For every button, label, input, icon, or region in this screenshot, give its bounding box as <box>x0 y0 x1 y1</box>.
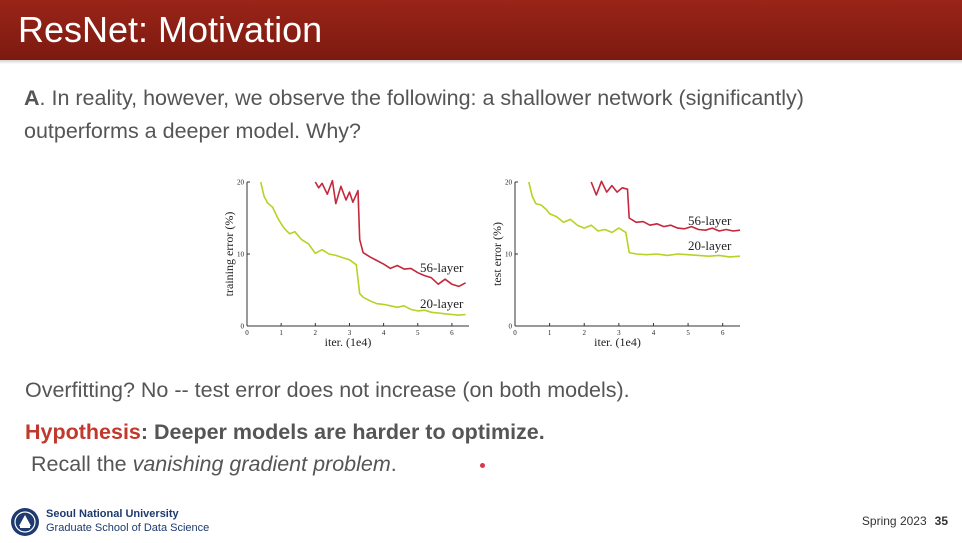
series-label-20-layer: 20-layer <box>420 296 464 311</box>
recall-prefix: Recall the <box>31 452 133 476</box>
x-tick-label: 1 <box>279 329 283 337</box>
title-shadow <box>0 60 962 64</box>
y-tick-label: 20 <box>237 179 245 187</box>
series-line-20-layer <box>528 181 741 258</box>
x-tick-label: 5 <box>416 329 420 337</box>
hypothesis-statement: : Deeper models are harder to optimize. <box>140 420 545 444</box>
training-error-chart: 0 1 2 3 4 5 6 0 10 20 iter. (1e4) training error (%… <box>222 179 469 349</box>
x-tick-label: 3 <box>617 329 621 337</box>
x-tick-label: 2 <box>314 329 318 337</box>
y-tick-label: 0 <box>509 323 513 331</box>
x-tick-label: 3 <box>348 329 352 337</box>
slide-title: ResNet: Motivation <box>18 9 323 50</box>
series-line-56-layer <box>590 180 741 232</box>
y-tick-label: 20 <box>505 179 513 187</box>
title-bar: ResNet: Motivation <box>0 0 962 60</box>
x-tick-label: 0 <box>245 329 249 337</box>
x-tick-label: 6 <box>450 329 454 337</box>
para-lead: A <box>24 86 40 110</box>
laser-pointer-dot <box>480 463 485 468</box>
para-rest: . In reality, however, we observe the fo… <box>24 86 804 143</box>
x-tick-label: 0 <box>513 329 517 337</box>
x-tick-label: 2 <box>582 329 586 337</box>
recall-text: Recall the vanishing gradient problem. <box>31 452 397 477</box>
page-number: 35 <box>934 514 948 528</box>
series-line-20-layer <box>259 181 466 316</box>
series-line-56-layer <box>314 179 466 288</box>
x-axis-label: iter. (1e4) <box>594 335 641 349</box>
y-tick-label: 10 <box>237 251 245 259</box>
series-label-20-layer: 20-layer <box>688 238 732 253</box>
y-tick-label: 10 <box>505 251 513 259</box>
recall-suffix: . <box>390 452 397 476</box>
x-tick-label: 4 <box>382 329 386 337</box>
y-axis-label: training error (%) <box>222 212 236 297</box>
y-tick-label: 0 <box>241 323 245 331</box>
snu-logo-icon <box>11 508 39 536</box>
hypothesis-label: Hypothesis <box>25 420 141 444</box>
x-axis-label: iter. (1e4) <box>325 335 372 349</box>
school-name: Graduate School of Data Science <box>46 522 210 534</box>
test-error-chart: 0 1 2 3 4 5 6 0 10 20 iter. (1e4) test error (%) 56-… <box>490 179 741 349</box>
overfitting-text: Overfitting? No -- test error does not i… <box>25 378 630 402</box>
recall-emphasis: vanishing gradient problem <box>132 452 391 476</box>
x-tick-label: 5 <box>686 329 690 337</box>
university-name: Seoul National University <box>46 508 179 520</box>
y-axis-label: test error (%) <box>490 222 504 286</box>
x-tick-label: 1 <box>548 329 552 337</box>
term-label: Spring 2023 <box>861 514 927 528</box>
intro-paragraph: A. In reality, however, we observe the f… <box>24 82 924 148</box>
series-label-56-layer: 56-layer <box>688 213 732 228</box>
x-tick-label: 6 <box>721 329 725 337</box>
hypothesis-text: Hypothesis: Deeper models are harder to … <box>25 420 545 445</box>
footer-right: Spring 2023 35 <box>862 514 948 528</box>
x-tick-label: 4 <box>652 329 656 337</box>
series-label-56-layer: 56-layer <box>420 260 464 275</box>
